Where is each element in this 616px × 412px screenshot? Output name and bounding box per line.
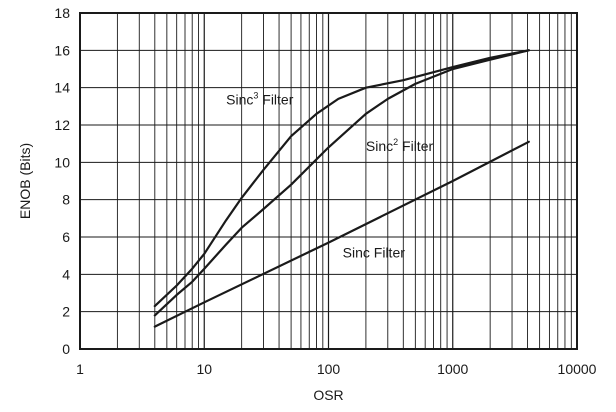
series-label-base: Sinc: [226, 91, 253, 107]
y-tick-label: 12: [54, 117, 70, 133]
y-tick-label: 0: [62, 341, 70, 357]
y-tick-label: 16: [54, 42, 70, 58]
series-label-sup: 3: [253, 90, 258, 100]
y-tick-labels: 0 2 4 6 8 10 12 14 16 18: [54, 5, 70, 357]
series-lines: [153, 49, 530, 328]
plot-frame: [79, 12, 578, 350]
x-tick-label: 1: [76, 361, 84, 377]
y-tick-label: 10: [54, 154, 70, 170]
series-label-sup: 2: [393, 137, 398, 147]
y-tick-label: 6: [62, 229, 70, 245]
x-tick-labels: 1 10 100 1000 10000: [76, 361, 597, 377]
x-tick-label: 100: [317, 361, 341, 377]
series-line-1: [153, 49, 530, 317]
x-tick-label: 10000: [558, 361, 597, 377]
series-line-2: [153, 140, 530, 328]
y-tick-label: 4: [62, 266, 70, 282]
series-label-base: Sinc Filter: [343, 245, 406, 261]
x-tick-label: 10: [196, 361, 212, 377]
y-axis-label: ENOB (Bits): [17, 143, 33, 219]
y-tick-label: 18: [54, 5, 70, 21]
series-label-1: Sinc2 Filter: [366, 137, 434, 154]
y-tick-label: 2: [62, 304, 70, 320]
x-tick-label: 1000: [437, 361, 468, 377]
grid-lines: [80, 13, 577, 349]
y-tick-label: 14: [54, 80, 70, 96]
series-label-rest: Filter: [258, 91, 293, 107]
y-tick-label: 8: [62, 192, 70, 208]
series-label-0: Sinc3 Filter: [226, 90, 294, 107]
x-axis-label: OSR: [313, 387, 343, 403]
series-label-base: Sinc: [366, 138, 393, 154]
series-label-2: Sinc Filter: [343, 245, 406, 261]
series-line-0: [153, 49, 530, 308]
series-label-rest: Filter: [398, 138, 433, 154]
